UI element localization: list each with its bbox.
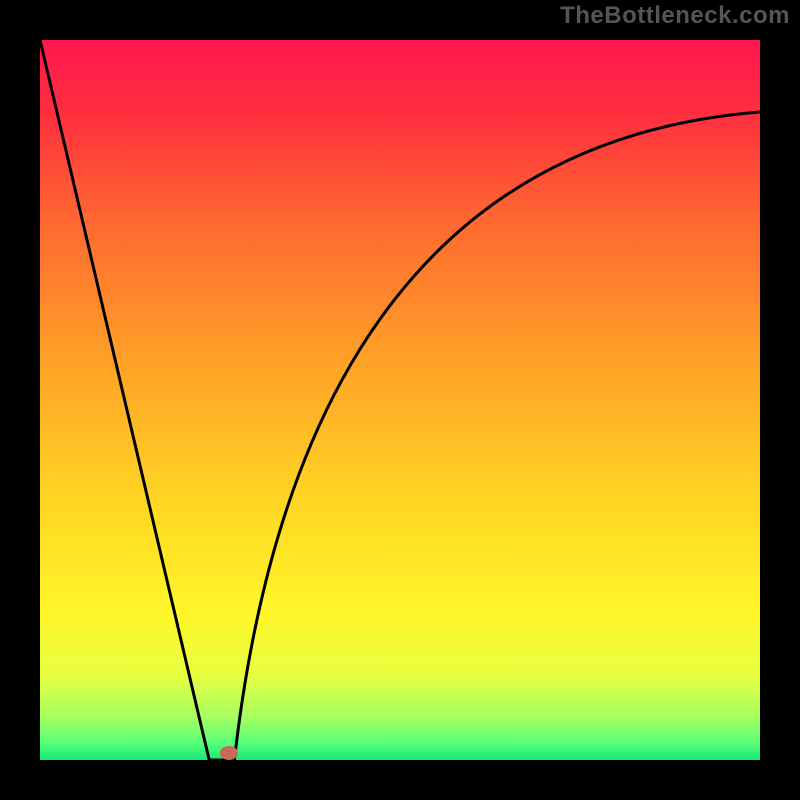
watermark-text: TheBottleneck.com <box>560 2 790 30</box>
chart-frame: TheBottleneck.com <box>0 0 800 800</box>
bottleneck-curve <box>40 40 760 760</box>
optimum-marker <box>220 746 238 760</box>
plot-area <box>40 40 760 760</box>
